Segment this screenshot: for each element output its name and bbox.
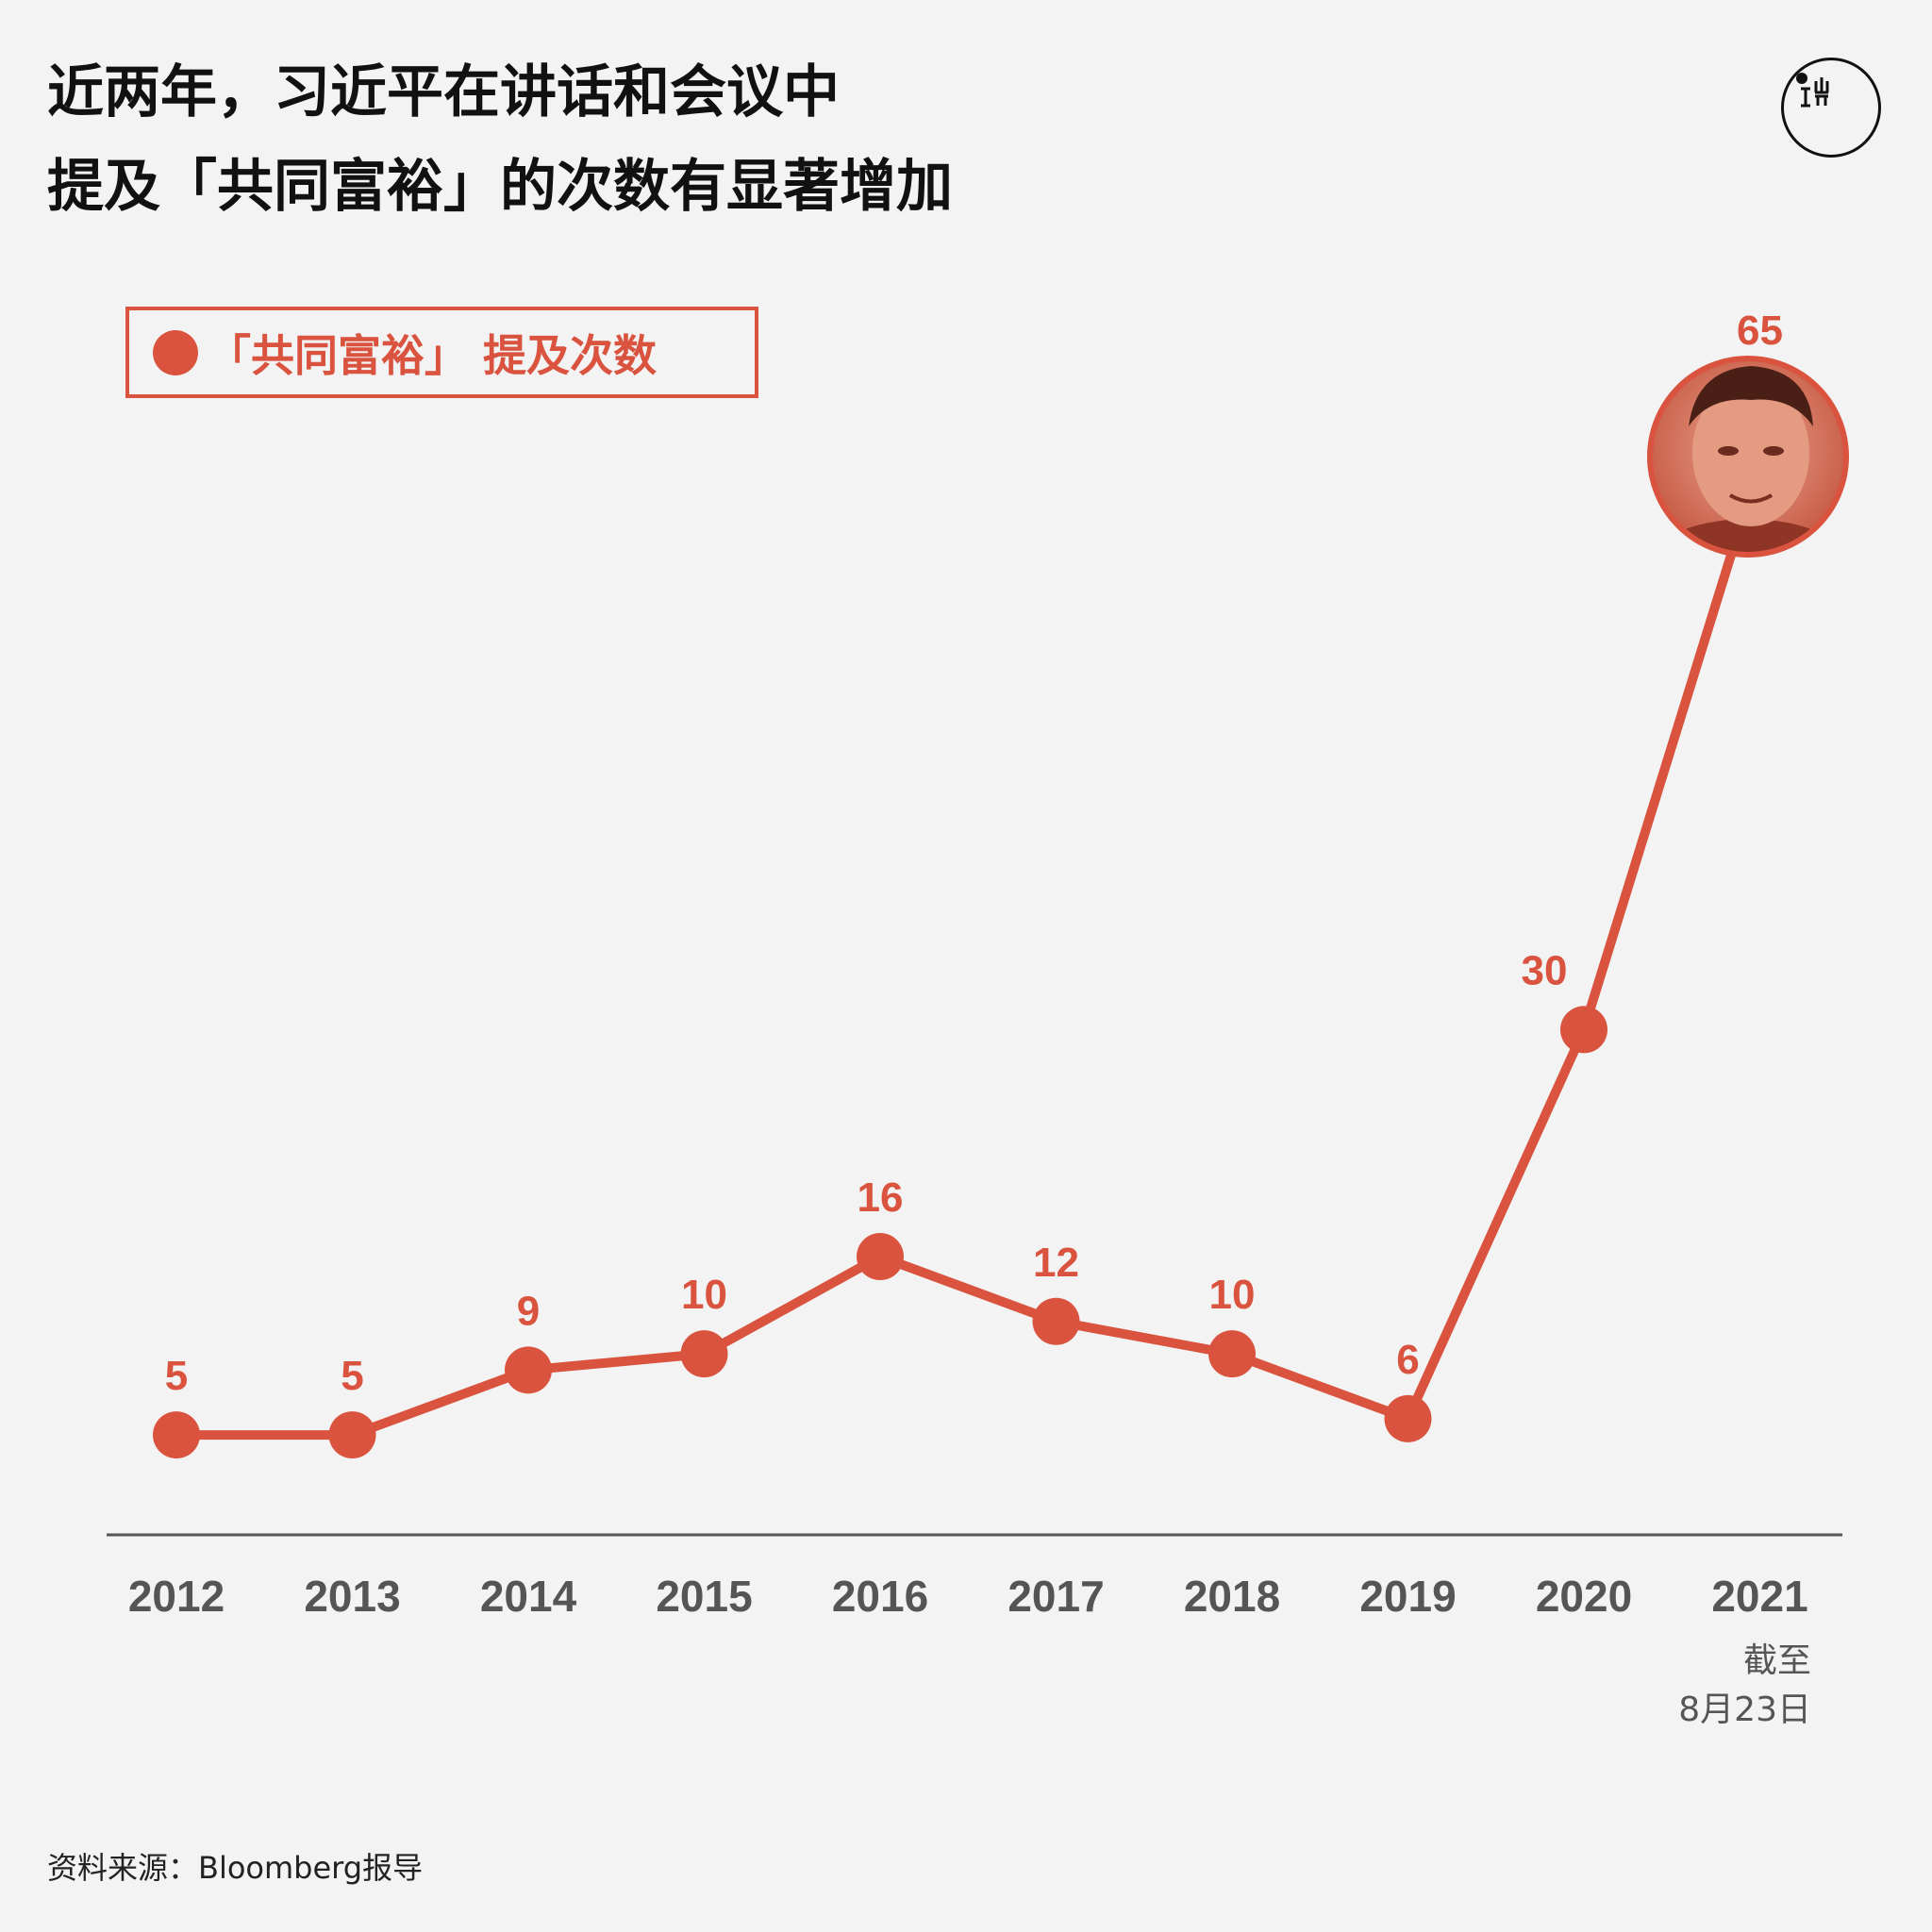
chart-legend: 「共同富裕」 提及次数	[125, 307, 758, 398]
value-label-2018: 10	[1209, 1272, 1256, 1318]
title-line-1: 近两年，习近平在讲话和会议中	[47, 59, 840, 125]
series-line	[176, 460, 1765, 1441]
axis-note-line-1: 截至	[1742, 1641, 1811, 1680]
x-tick-label-2014: 2014	[480, 1572, 577, 1621]
value-label-2012: 5	[165, 1353, 188, 1399]
portrait-marker	[1647, 356, 1849, 558]
axis-note: 截至 8月23日	[1678, 1637, 1811, 1735]
x-tick-label-2017: 2017	[1008, 1572, 1104, 1621]
data-point-2016	[857, 1233, 904, 1281]
data-point-2020	[1560, 1006, 1607, 1054]
legend-label: 「共同富裕」 提及次数	[208, 329, 658, 381]
value-label-2016: 16	[858, 1174, 904, 1221]
axis-note-line-2: 8月23日	[1678, 1690, 1811, 1729]
data-point-2013	[328, 1411, 376, 1459]
x-tick-label-2012: 2012	[128, 1572, 225, 1621]
data-point-2018	[1208, 1330, 1256, 1378]
x-tick-label-2021: 2021	[1711, 1572, 1807, 1621]
x-tick-label-2018: 2018	[1184, 1572, 1280, 1621]
chart-title: 近两年，习近平在讲话和会议中 提及「共同富裕」的次数有显著增加	[47, 45, 953, 234]
value-label-2019: 6	[1396, 1337, 1419, 1383]
x-tick-label-2020: 2020	[1536, 1572, 1632, 1621]
value-label-2013: 5	[341, 1353, 363, 1399]
data-point-2014	[505, 1346, 552, 1394]
value-label-2017: 12	[1033, 1240, 1079, 1286]
source-note: 资料来源：Bloomberg报导	[47, 1850, 424, 1886]
data-point-2015	[680, 1330, 728, 1378]
value-label-2014: 9	[517, 1288, 540, 1334]
title-line-2: 提及「共同富裕」的次数有显著增加	[47, 154, 953, 220]
value-label-2020: 30	[1522, 947, 1568, 993]
x-tick-label-2013: 2013	[304, 1572, 400, 1621]
x-tick-label-2015: 2015	[656, 1572, 752, 1621]
legend-marker	[153, 329, 198, 375]
theinitium-logo-icon	[1781, 58, 1881, 158]
x-tick-label-2016: 2016	[832, 1572, 928, 1621]
x-tick-label-2019: 2019	[1359, 1572, 1456, 1621]
value-label-2015: 10	[681, 1272, 727, 1318]
data-point-2019	[1384, 1394, 1432, 1442]
value-label-2021: 65	[1737, 308, 1783, 354]
data-point-2017	[1032, 1297, 1080, 1345]
data-point-2012	[153, 1411, 200, 1459]
